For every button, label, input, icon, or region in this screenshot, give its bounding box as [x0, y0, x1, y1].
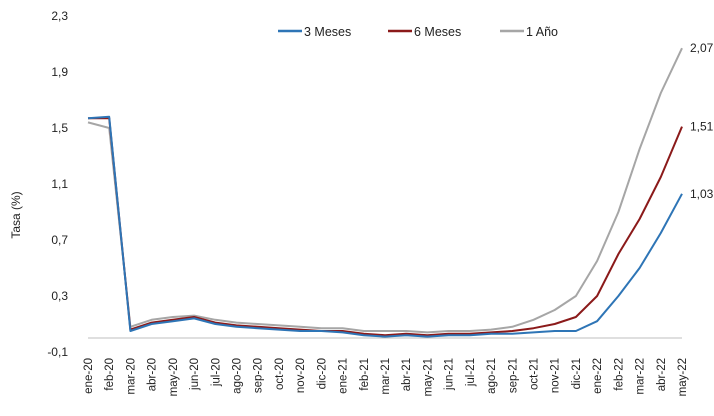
end-value-label: 1,03: [690, 187, 714, 201]
x-tick-label: feb-22: [613, 358, 625, 391]
legend-label: 6 Meses: [414, 25, 461, 39]
x-tick-label: feb-20: [104, 358, 116, 391]
y-axis-label: Tasa (%): [9, 191, 23, 238]
y-tick-label: 1,5: [51, 121, 68, 135]
end-value-label: 1,51: [690, 120, 714, 134]
x-tick-label: sep-21: [507, 358, 519, 393]
end-value-label: 2,07: [690, 41, 714, 55]
legend: 3 Meses 6 Meses 1 Año: [278, 25, 558, 39]
x-tick-label: dic-21: [571, 358, 583, 389]
end-labels: 1,03 1,51 2,07: [690, 41, 714, 201]
y-tick-label: 0,7: [51, 233, 68, 247]
x-tick-label: feb-21: [359, 358, 371, 391]
series-line: [87, 47, 683, 334]
x-tick-label: nov-21: [550, 358, 562, 393]
y-tick-label: 2,3: [51, 9, 68, 23]
x-tick-label: nov-20: [295, 358, 307, 393]
x-tick-label: ago-20: [232, 358, 244, 394]
x-tick-label: abr-22: [656, 358, 668, 391]
x-tick-label: jun-21: [444, 358, 456, 391]
y-axis-ticks: -0,1 0,3 0,7 1,1 1,5 1,9 2,3: [47, 9, 68, 359]
y-tick-label: -0,1: [47, 345, 68, 359]
series-lines: [87, 47, 683, 338]
x-axis-ticks: ene-20 feb-20 mar-20 abr-20 may-20 jun-20 jul-…: [83, 358, 689, 396]
x-tick-label: ene-21: [338, 358, 350, 394]
x-tick-label: dic-20: [316, 358, 328, 389]
x-tick-label: jun-20: [189, 358, 201, 391]
x-tick-label: oct-20: [274, 358, 286, 390]
series-line: [87, 115, 683, 338]
x-tick-label: mar-20: [125, 358, 137, 394]
legend-label: 3 Meses: [304, 25, 351, 39]
y-tick-label: 1,9: [51, 65, 68, 79]
series-line: [88, 117, 683, 337]
legend-label: 1 Año: [526, 25, 558, 39]
x-tick-label: jul-21: [465, 358, 477, 387]
y-tick-label: 1,1: [51, 177, 68, 191]
x-tick-label: abr-21: [401, 358, 413, 391]
y-tick-label: 0,3: [51, 289, 68, 303]
x-tick-label: may-20: [168, 358, 180, 396]
x-tick-label: may-21: [422, 358, 434, 396]
x-tick-label: abr-20: [147, 358, 159, 391]
x-tick-label: mar-22: [635, 358, 647, 394]
x-tick-label: may-22: [677, 358, 689, 396]
x-tick-label: ene-20: [83, 358, 95, 394]
x-tick-label: ene-22: [592, 358, 604, 394]
x-tick-label: sep-20: [253, 358, 265, 393]
x-tick-label: jul-20: [210, 358, 222, 387]
x-tick-label: ago-21: [486, 358, 498, 394]
x-tick-label: mar-21: [380, 358, 392, 394]
x-tick-label: oct-21: [529, 358, 541, 390]
